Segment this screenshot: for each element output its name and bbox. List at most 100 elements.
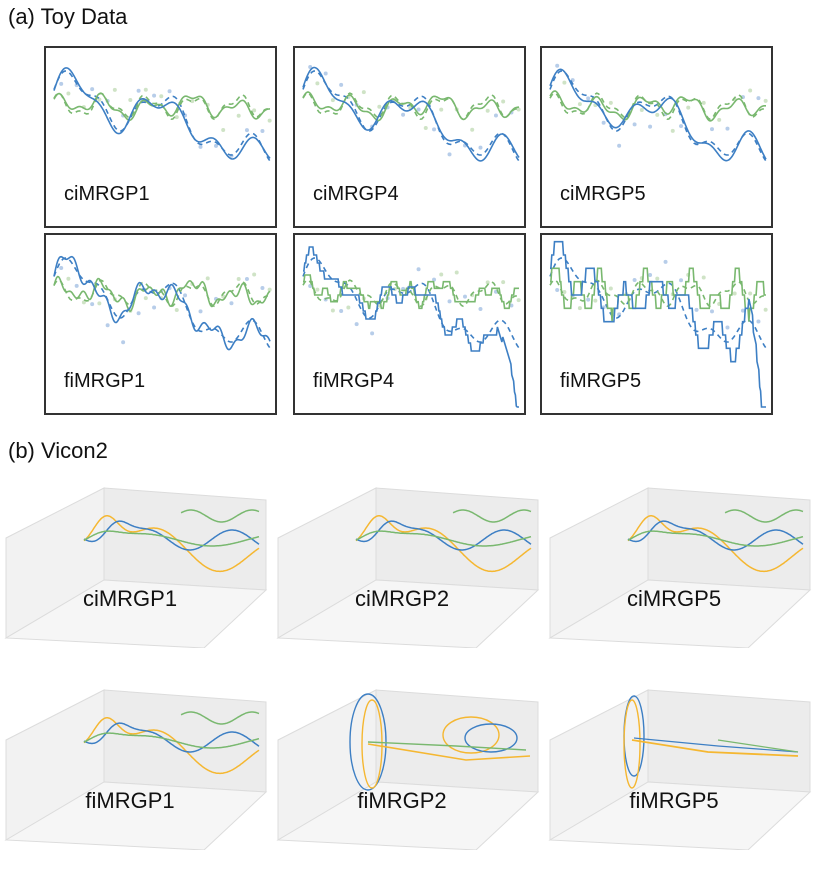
data-point bbox=[608, 286, 613, 291]
data-point bbox=[152, 93, 157, 98]
data-point bbox=[152, 305, 157, 310]
data-point bbox=[763, 307, 768, 312]
data-point bbox=[330, 98, 335, 103]
true-curve-green bbox=[53, 279, 271, 308]
panel-label: fiMRGP1 bbox=[85, 788, 175, 813]
data-point bbox=[763, 98, 768, 103]
data-point bbox=[198, 309, 203, 314]
trajectory-orange bbox=[355, 515, 532, 573]
true-curve-blue bbox=[549, 70, 767, 162]
panel-label: fiMRGP2 bbox=[357, 788, 447, 813]
data-point bbox=[655, 276, 660, 281]
trajectory-orange bbox=[83, 717, 260, 775]
data-point bbox=[439, 107, 444, 112]
box-floor bbox=[276, 579, 540, 648]
box-back-face bbox=[103, 689, 267, 793]
panel-label: ciMRGP1 bbox=[82, 586, 178, 611]
toy-plot bbox=[302, 65, 521, 162]
vicon-panel-cimrgp1: ciMRGP1 bbox=[4, 478, 272, 648]
toy-panel-cimrgp5: ciMRGP5 bbox=[540, 46, 773, 228]
pred-curve-blue bbox=[53, 67, 271, 160]
data-point bbox=[330, 308, 335, 313]
vicon-plot bbox=[276, 487, 540, 648]
data-point bbox=[167, 89, 172, 94]
data-point bbox=[128, 97, 133, 102]
data-point bbox=[97, 301, 102, 306]
data-point bbox=[577, 306, 582, 311]
vicon-panel-cimrgp2: ciMRGP2 bbox=[276, 478, 544, 648]
box-floor bbox=[4, 579, 268, 648]
trajectory-blue bbox=[355, 520, 532, 551]
toy-plot bbox=[53, 67, 272, 162]
data-point bbox=[323, 71, 328, 76]
pred-curve-green bbox=[550, 267, 766, 322]
trajectory-orange bbox=[83, 515, 260, 573]
data-point bbox=[516, 298, 521, 303]
data-point bbox=[401, 112, 406, 117]
true-curve-blue bbox=[53, 70, 271, 162]
data-point bbox=[143, 87, 148, 92]
data-point bbox=[81, 300, 86, 305]
data-point bbox=[725, 126, 730, 131]
lobe-orange-right bbox=[442, 716, 500, 754]
box-back-face bbox=[647, 487, 811, 591]
data-point bbox=[756, 319, 761, 324]
lobe-orange bbox=[623, 699, 641, 789]
vicon-plot bbox=[4, 487, 268, 648]
data-point bbox=[632, 122, 637, 127]
pred-curve-blue bbox=[550, 240, 766, 408]
pred-curve-green bbox=[303, 274, 519, 310]
true-curve-green bbox=[549, 92, 767, 121]
trajectory-green bbox=[717, 739, 799, 753]
trajectory-green-upper bbox=[452, 509, 532, 523]
pred-curve-green bbox=[53, 92, 270, 122]
pred-curve-green bbox=[549, 90, 766, 122]
trajectory-orange bbox=[631, 739, 799, 757]
toy-plot bbox=[302, 246, 521, 408]
data-point bbox=[439, 272, 444, 277]
data-point bbox=[66, 91, 71, 96]
trajectory-green bbox=[367, 741, 527, 751]
toy-panel-fimrgp5: fiMRGP5 bbox=[540, 233, 773, 415]
data-point bbox=[214, 143, 218, 148]
trajectory-blue bbox=[83, 722, 260, 753]
panel-label: ciMRGP1 bbox=[64, 183, 150, 205]
panel-label: fiMRGP5 bbox=[629, 788, 719, 813]
panel-label: fiMRGP1 bbox=[64, 370, 146, 392]
data-point bbox=[501, 99, 506, 104]
section-title-toy-data: (a) Toy Data bbox=[8, 4, 128, 29]
data-point bbox=[593, 298, 598, 303]
data-point bbox=[136, 311, 141, 316]
true-curve-green bbox=[549, 279, 767, 308]
data-point bbox=[748, 88, 753, 93]
data-point bbox=[663, 259, 668, 264]
data-point bbox=[577, 102, 582, 107]
data-point bbox=[244, 276, 249, 281]
data-point bbox=[679, 278, 684, 283]
data-point bbox=[315, 287, 320, 292]
data-point bbox=[686, 105, 691, 110]
pred-curve-green bbox=[302, 91, 520, 122]
data-point bbox=[260, 285, 265, 290]
data-point bbox=[562, 289, 567, 294]
data-point bbox=[432, 127, 437, 132]
data-point bbox=[655, 112, 660, 117]
data-point bbox=[308, 65, 313, 70]
lobe-blue-right bbox=[464, 723, 518, 753]
data-point bbox=[105, 323, 110, 328]
data-point bbox=[632, 278, 637, 283]
data-point bbox=[670, 128, 675, 133]
panel-label: ciMRGP4 bbox=[313, 183, 399, 205]
data-point bbox=[190, 99, 195, 104]
data-point bbox=[66, 276, 71, 281]
data-point bbox=[423, 125, 428, 130]
data-point bbox=[267, 118, 272, 123]
data-point bbox=[174, 115, 179, 120]
data-point bbox=[608, 100, 613, 105]
trajectory-green-upper bbox=[180, 711, 260, 725]
trajectory-green bbox=[83, 530, 260, 547]
data-point bbox=[260, 128, 265, 133]
data-point bbox=[478, 307, 483, 312]
true-curve-green bbox=[302, 279, 520, 308]
pred-curve-blue bbox=[53, 255, 271, 351]
